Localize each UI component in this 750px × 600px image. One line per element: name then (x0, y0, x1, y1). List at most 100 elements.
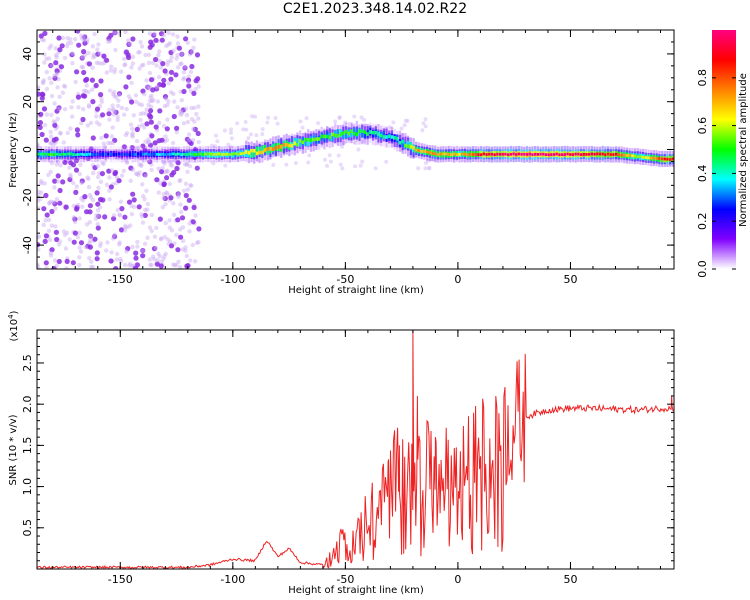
noise-point (94, 106, 101, 112)
noise-point (72, 219, 78, 225)
noise-point (116, 178, 122, 184)
noise-point (54, 55, 59, 60)
ridge-segment (323, 134, 326, 139)
y-tick-label: -40 (21, 236, 34, 254)
noise-point (156, 53, 161, 58)
noise-point (91, 170, 96, 176)
noise-point (48, 253, 54, 258)
ridge-segment (158, 153, 161, 156)
noise-point (55, 116, 60, 122)
noise-point (168, 69, 175, 75)
ridge-segment (293, 141, 296, 146)
ridge-segment (39, 152, 42, 156)
noise-point (58, 131, 63, 136)
noise-point (137, 170, 142, 175)
noise-point (47, 56, 52, 61)
noise-point (126, 54, 132, 61)
noise-point (67, 237, 72, 242)
noise-point (333, 119, 338, 124)
noise-point (70, 260, 76, 266)
noise-point (112, 93, 117, 99)
noise-point (158, 263, 164, 269)
ridge-segment (272, 147, 275, 151)
noise-point (148, 39, 154, 45)
x-tick-label: -150 (108, 573, 133, 586)
noise-point (112, 89, 117, 95)
noise-point (304, 116, 309, 121)
noise-point (102, 214, 108, 220)
noise-point (189, 117, 195, 122)
ridge-segment (671, 157, 674, 161)
noise-point (194, 165, 200, 171)
ridge-segment (153, 152, 156, 156)
ridge-segment (490, 152, 494, 156)
ridge-segment (115, 153, 118, 156)
noise-point (74, 204, 80, 211)
noise-point (88, 195, 94, 200)
noise-point (300, 125, 305, 130)
ridge-segment (93, 153, 96, 156)
noise-point (172, 263, 178, 268)
noise-point (187, 221, 192, 226)
noise-point (154, 225, 159, 231)
noise-point (174, 130, 179, 135)
noise-point (140, 122, 145, 128)
noise-point (130, 191, 136, 197)
snr-y-multiplier: (x104) (7, 310, 20, 341)
noise-point (107, 117, 112, 122)
ridge-segment (301, 140, 304, 145)
noise-point (391, 120, 396, 125)
ridge-segment (334, 133, 337, 138)
noise-point (137, 101, 142, 107)
ridge-segment (517, 152, 521, 156)
noise-point (421, 121, 426, 126)
noise-point (153, 37, 159, 43)
noise-point (161, 256, 166, 261)
noise-point (154, 261, 160, 267)
noise-point (179, 209, 184, 215)
noise-point (213, 144, 217, 149)
ridge-segment (201, 153, 205, 156)
noise-point (192, 37, 197, 42)
noise-point (161, 181, 167, 187)
noise-point (125, 224, 131, 230)
ridge-segment (223, 152, 226, 156)
ridge-segment (588, 152, 591, 156)
ridge-segment (169, 152, 172, 156)
ridge-segment (37, 152, 40, 156)
noise-point (99, 171, 105, 177)
noise-point (59, 43, 65, 49)
ridge-segment (450, 153, 453, 157)
noise-point (56, 258, 62, 265)
noise-point (82, 34, 88, 40)
noise-point (52, 122, 58, 128)
noise-point (353, 164, 358, 169)
noise-point (56, 35, 62, 41)
ridge-segment (555, 152, 558, 156)
noise-point (90, 65, 95, 70)
noise-point (141, 111, 146, 116)
noise-point (229, 127, 233, 132)
noise-point (63, 204, 69, 210)
noise-point (96, 60, 102, 66)
noise-point (90, 135, 96, 141)
ridge-segment (304, 138, 307, 142)
noise-point (170, 163, 175, 168)
noise-point (82, 38, 87, 43)
ridge-segment (398, 141, 402, 145)
noise-point (144, 188, 149, 193)
noise-point (178, 110, 183, 115)
noise-point (179, 98, 184, 103)
ridge-segment (342, 131, 345, 135)
ridge-segment (174, 153, 178, 156)
colorbar-tick-label: 0.0 (696, 260, 709, 278)
noise-point (51, 200, 56, 205)
noise-point (72, 36, 78, 42)
ridge-segment (247, 151, 250, 155)
noise-point (145, 235, 150, 240)
noise-point (128, 223, 133, 228)
noise-point (168, 195, 174, 201)
noise-point (87, 244, 93, 250)
noise-point (49, 208, 55, 215)
noise-point (162, 68, 168, 74)
